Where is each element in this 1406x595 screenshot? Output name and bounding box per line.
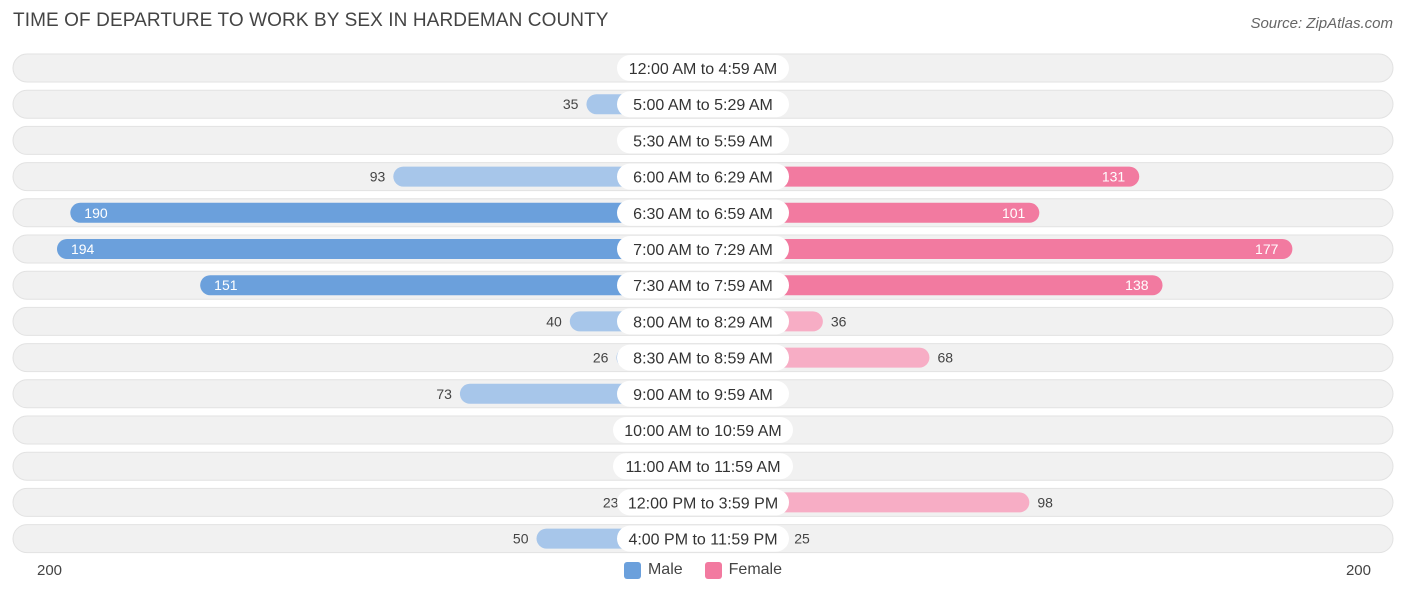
category-label: 6:30 AM to 6:59 AM [633,206,773,223]
category-label: 9:00 AM to 9:59 AM [633,387,773,404]
category-label-bg [613,417,793,443]
category-label: 5:00 AM to 5:29 AM [633,97,773,114]
category-label-bg [617,489,789,516]
value-label-female: 68 [937,350,953,366]
category-label: 11:00 AM to 11:59 AM [625,459,780,476]
chart-title: TIME OF DEPARTURE TO WORK BY SEX IN HARD… [13,10,609,31]
category-label-bg [617,55,789,81]
value-label-female: 36 [831,313,847,329]
category-label: 7:00 AM to 7:29 AM [633,242,773,259]
legend-swatch-female [704,561,722,579]
category-label: 12:00 AM to 4:59 AM [629,61,778,78]
category-label-bg [617,91,789,118]
legend-label-female: Female [728,561,783,578]
legend-label-male: Male [647,561,683,578]
category-label-bg [617,525,789,552]
value-label-female: 98 [1037,494,1053,510]
axis-left-label: 200 [37,562,63,579]
category-label: 8:00 AM to 8:29 AM [633,314,773,331]
category-label-bg [613,453,793,480]
category-label: 10:00 AM to 10:59 AM [624,423,781,440]
value-label-female: 101 [1002,205,1026,221]
category-label-bg [617,272,789,299]
value-label-male: 35 [563,96,579,112]
value-label-male: 93 [370,169,386,185]
value-label-male: 50 [513,531,529,547]
category-label: 4:00 PM to 11:59 PM [628,532,777,549]
value-label-male: 190 [84,205,108,221]
axis-right-label: 200 [1345,562,1371,579]
category-label: 5:30 AM to 5:59 AM [633,133,773,150]
category-label: 6:00 AM to 6:29 AM [633,170,773,187]
legend-item-male: Male [623,561,683,579]
category-label: 8:30 AM to 8:59 AM [633,351,773,368]
value-label-female: 177 [1255,241,1279,257]
category-label: 12:00 PM to 3:59 PM [628,495,778,512]
bar-female [703,166,1140,187]
bar-male [56,239,704,259]
source-label: Source: ZipAtlas.com [1250,15,1393,32]
category-label-bg [617,380,789,407]
legend-item-female: Female [704,561,783,579]
bar-male [70,202,704,223]
category-label-bg [617,127,789,154]
value-label-male: 151 [214,277,238,293]
value-label-female: 131 [1102,169,1126,185]
value-label-male: 23 [603,494,619,510]
category-label-bg [617,236,789,262]
legend: Male Female [0,561,1406,579]
value-label-female: 138 [1125,277,1149,293]
category-label-bg [617,308,789,335]
bar-female [703,275,1163,296]
value-label-male: 73 [436,386,452,402]
value-label-male: 40 [546,313,562,329]
value-label-male: 26 [593,350,609,366]
category-label-bg [617,163,789,190]
bar-female [703,239,1293,259]
value-label-male: 194 [71,241,95,257]
value-label-female: 25 [794,531,810,547]
bar-male [200,275,704,296]
category-label-bg [617,344,789,371]
legend-swatch-male [623,561,641,579]
category-label: 7:30 AM to 7:59 AM [633,278,773,295]
category-label-bg [617,199,789,226]
